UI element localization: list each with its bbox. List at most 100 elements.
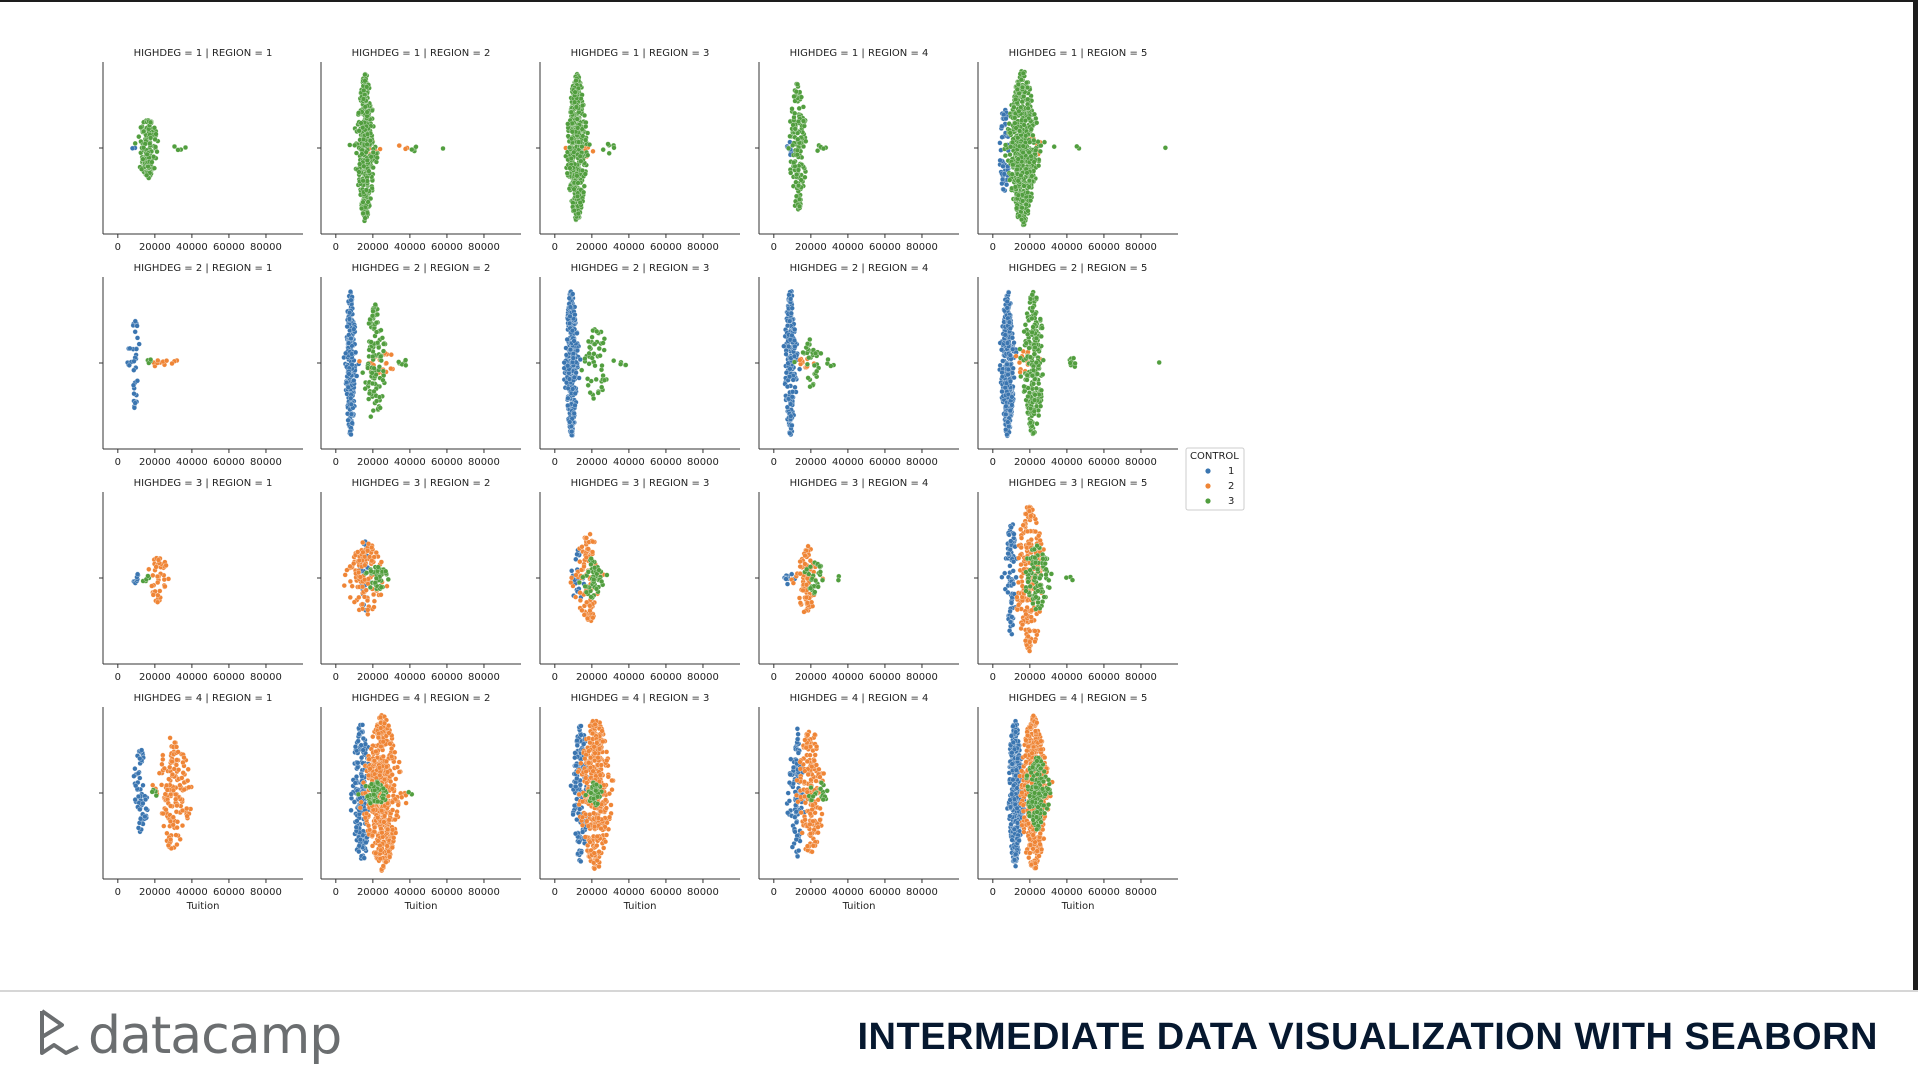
data-point-control-1	[132, 400, 138, 406]
data-point-control-1	[348, 411, 354, 417]
data-point-control-3	[383, 568, 389, 574]
data-point-control-3	[1009, 171, 1015, 177]
data-point-control-1	[570, 291, 576, 297]
x-tick-label: 0	[552, 242, 558, 253]
data-point-control-2	[1027, 639, 1033, 645]
data-point-control-2	[347, 594, 353, 600]
data-point-control-3	[599, 363, 605, 369]
data-point-control-2	[169, 771, 176, 778]
data-point-control-3	[373, 159, 379, 165]
data-point-control-1	[791, 337, 797, 344]
data-point-control-3	[571, 207, 577, 214]
x-tick-label: 60000	[1088, 457, 1120, 468]
data-point-control-3	[1019, 205, 1025, 211]
data-point-control-2	[163, 562, 169, 568]
data-point-control-2	[172, 740, 178, 746]
data-point-control-3	[1037, 316, 1043, 322]
data-point-control-3	[141, 128, 147, 134]
data-point-control-3	[366, 168, 372, 174]
data-point-control-2	[180, 770, 186, 776]
data-point-control-2	[157, 588, 163, 594]
data-point-control-3	[371, 365, 377, 371]
data-point-control-3	[796, 105, 802, 111]
data-point-control-3	[371, 388, 377, 394]
data-point-control-3	[413, 144, 419, 150]
data-point-control-3	[568, 109, 574, 115]
data-point-control-3	[807, 384, 813, 390]
data-point-control-3	[182, 144, 189, 151]
data-point-control-1	[1010, 581, 1017, 587]
data-point-control-3	[145, 573, 151, 579]
data-point-control-3	[579, 367, 585, 373]
data-point-control-3	[793, 89, 799, 95]
data-point-control-3	[565, 121, 571, 127]
data-point-control-3	[794, 147, 800, 153]
data-point-control-2	[581, 563, 587, 570]
data-point-control-2	[167, 735, 173, 741]
x-tick-label: 0	[115, 672, 121, 683]
x-tick-label: 40000	[832, 457, 864, 468]
data-point-control-3	[1030, 430, 1037, 436]
data-point-control-2	[165, 576, 172, 582]
data-point-control-3	[153, 793, 159, 799]
data-point-control-2	[583, 535, 589, 541]
data-point-control-1	[999, 123, 1005, 129]
facet-panel-r1-c1: HIGHDEG = 1 | REGION = 10 20000 40000 60000…	[99, 48, 303, 253]
panel-title: HIGHDEG = 2 | REGION = 3	[571, 263, 710, 274]
data-point-control-1	[135, 770, 141, 776]
data-point-control-3	[347, 142, 353, 148]
data-point-control-2	[169, 360, 175, 367]
data-point-control-2	[589, 549, 596, 555]
data-point-control-3	[1046, 577, 1052, 583]
data-point-control-2	[155, 579, 161, 586]
data-point-control-3	[1014, 205, 1020, 211]
data-point-control-3	[1043, 572, 1049, 578]
data-point-control-2	[179, 775, 185, 781]
data-point-control-3	[569, 129, 575, 135]
data-point-control-3	[593, 586, 600, 592]
data-point-control-3	[1027, 354, 1033, 360]
data-point-control-2	[790, 580, 796, 586]
data-point-control-2	[155, 592, 161, 598]
data-point-control-2	[356, 358, 362, 364]
data-point-control-1	[348, 401, 354, 407]
data-point-control-3	[1034, 566, 1041, 572]
data-point-control-3	[814, 368, 820, 374]
x-tick-label: 60000	[431, 242, 463, 253]
data-point-control-3	[1033, 295, 1040, 301]
facet-panel-r3-c1: HIGHDEG = 3 | REGION = 10 20000 40000 60000…	[99, 478, 303, 683]
data-point-control-3	[375, 564, 381, 570]
data-point-control-3	[1020, 149, 1026, 156]
data-point-control-2	[349, 583, 355, 589]
data-point-control-3	[140, 156, 146, 162]
data-point-control-3	[1023, 133, 1029, 139]
data-point-control-1	[1009, 370, 1016, 376]
data-point-control-3	[1025, 208, 1031, 214]
x-tick-label: 80000	[250, 887, 282, 898]
data-point-control-1	[1004, 305, 1010, 311]
data-point-control-1	[131, 773, 137, 779]
facet-panel-r1-c5: HIGHDEG = 1 | REGION = 50 20000 40000 60000…	[974, 48, 1178, 253]
data-point-control-3	[1025, 105, 1031, 111]
data-point-control-2	[577, 597, 583, 603]
data-point-control-2	[1018, 526, 1024, 532]
data-point-control-3	[812, 589, 818, 595]
data-point-control-1	[565, 395, 571, 401]
data-point-control-2	[164, 358, 170, 364]
x-tick-label: 20000	[576, 672, 608, 683]
data-point-control-3	[787, 133, 793, 139]
data-point-control-3	[1003, 142, 1009, 148]
data-point-control-3	[828, 363, 834, 369]
data-point-control-2	[176, 767, 182, 773]
data-point-control-1	[129, 145, 136, 151]
data-point-control-3	[360, 96, 367, 102]
data-point-control-3	[359, 205, 365, 212]
data-point-control-1	[1007, 378, 1013, 384]
data-point-control-3	[1012, 184, 1018, 190]
data-point-control-3	[1007, 152, 1013, 158]
data-point-control-3	[1069, 577, 1076, 583]
panel-title: HIGHDEG = 3 | REGION = 3	[571, 478, 710, 489]
data-point-control-3	[370, 353, 376, 360]
data-point-control-3	[1025, 189, 1031, 196]
data-point-control-3	[825, 356, 831, 363]
